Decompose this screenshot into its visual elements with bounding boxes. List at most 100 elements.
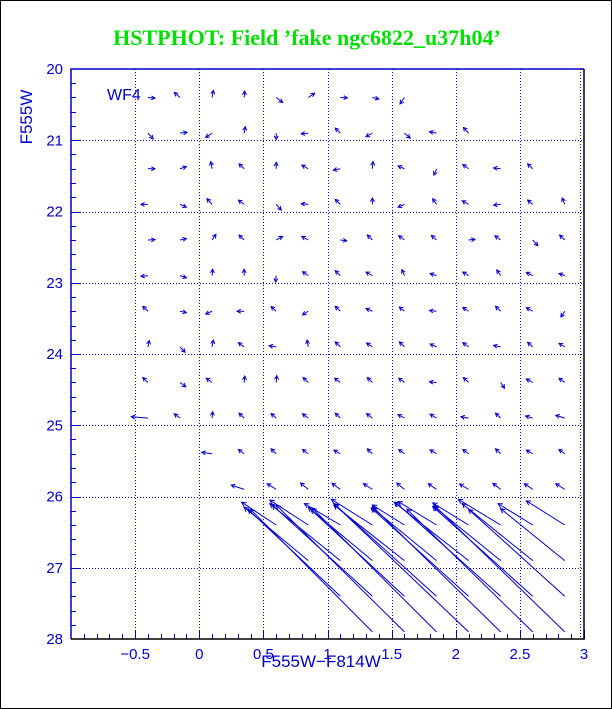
error-vector-head [334,412,340,418]
vector-field [130,89,566,633]
faint-bias-vector-shaft [500,508,566,562]
error-vector-shaft [429,131,437,134]
error-vector-shaft [301,236,309,241]
error-vector-shaft [334,270,341,276]
error-vector-shaft [179,382,187,388]
faint-bias-vector-head [394,501,401,508]
faint-bias-vector-shaft [333,503,437,597]
error-vector-shaft [429,343,437,348]
error-vector-head [492,482,498,488]
y-tick-label: 28 [46,631,63,648]
error-vector-head [494,448,500,453]
error-vector-head [432,197,437,203]
faint-bias-vector-head [240,501,247,507]
error-vector-head [365,412,371,418]
error-vector-shaft [460,416,469,419]
error-vector-shaft [147,97,156,99]
error-vector-shaft [433,168,437,176]
error-vector-shaft [302,310,309,316]
error-vector-shaft [492,482,501,490]
error-vector-head [430,234,436,240]
error-vector-shaft [275,204,282,211]
error-vector-head [496,269,501,275]
error-vector-head [397,235,403,240]
y-tick-label: 27 [46,560,63,577]
error-vector-head [237,448,243,454]
error-vector-shaft [302,449,309,455]
faint-bias-vector-shaft [304,503,341,526]
error-vector-shaft [463,377,469,383]
error-vector-head [366,376,372,382]
faint-bias-vector-head [243,506,250,512]
page-title: HSTPHOT: Field ’fake ngc6822_u37h04’ [113,25,501,50]
error-vector-head [428,130,434,135]
error-vector-head [558,448,564,454]
faint-bias-vector-head [307,506,314,513]
error-vector-shaft [302,271,309,277]
error-vector-head [332,449,339,454]
error-vector-shaft [493,203,501,206]
x-tick-label: 1 [323,646,331,663]
error-vector-head [331,482,337,488]
error-vector-shaft [275,97,283,103]
error-vector-head [305,339,310,345]
error-vector-head [374,95,380,101]
error-vector-shaft [270,413,277,419]
error-vector-head [397,414,403,419]
error-vector-head [242,125,248,131]
error-vector-head [204,310,210,315]
error-vector-head [458,483,464,488]
error-vector-head [558,234,564,240]
error-vector-shaft [301,164,309,170]
error-vector-shaft [300,482,309,490]
error-vector-head [429,413,435,419]
error-vector-head [343,95,349,101]
error-vector-head [300,131,306,136]
faint-bias-vector-shaft [250,508,373,633]
error-vector-shaft [532,239,539,247]
error-vector-head [139,273,145,279]
error-vector-shaft [398,235,405,241]
error-vector-head [230,483,236,489]
error-vector-shaft [333,168,341,171]
y-tick-label: 26 [46,489,63,506]
error-vector-shaft [397,165,405,170]
error-vector-shaft [365,271,373,277]
error-vector-shaft [238,449,245,455]
error-vector-head [278,98,284,104]
error-vector-head [461,306,468,312]
faint-bias-vector-head [499,507,506,514]
error-vector-shaft [334,341,341,348]
error-vector-head [182,236,188,242]
y-tick-label: 25 [46,417,63,434]
error-vector-head [429,272,435,277]
x-tick-label: 0 [195,646,203,663]
error-vector-shaft [206,198,213,205]
error-vector-shaft [179,203,187,208]
y-axis-title: F555W [17,90,36,145]
error-vector-head [492,165,498,171]
error-vector-shaft [429,310,437,312]
error-vector-shaft [238,163,245,170]
error-vector-head [238,163,244,168]
error-vector-head [334,341,340,347]
error-vector-head [428,379,434,385]
error-vector-head [268,343,274,349]
faint-bias-vector-head [433,504,439,510]
error-vector-head [173,413,179,418]
error-vector-head [266,483,272,488]
error-vector-head [525,307,531,312]
error-vector-shaft [371,161,374,169]
error-vector-shaft [238,342,245,348]
error-vector-head [365,132,371,138]
error-vector-shaft [524,483,533,490]
error-vector-head [148,134,154,140]
error-vector-shaft [210,161,213,169]
error-vector-shaft [205,310,213,315]
error-vector-head [459,414,466,420]
error-vector-shaft [397,414,405,419]
error-vector-head [401,268,406,274]
error-vector-head [492,343,498,349]
error-vector-shaft [211,340,214,347]
